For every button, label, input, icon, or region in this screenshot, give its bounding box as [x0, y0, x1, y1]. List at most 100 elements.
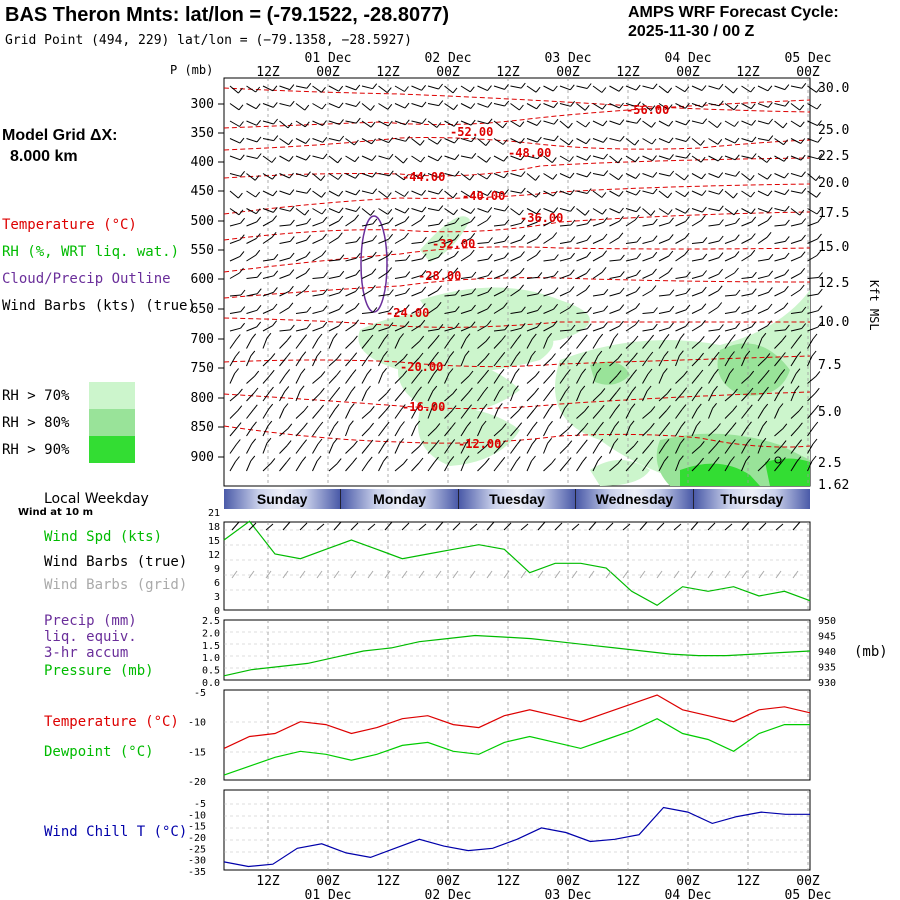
wind-barb	[411, 291, 422, 297]
wind-barb-flag	[404, 86, 409, 92]
wind-barb	[246, 208, 257, 215]
wind-barb	[328, 155, 339, 164]
wind-barb-flag	[355, 286, 360, 292]
wind-barb	[411, 258, 423, 262]
wind-barb	[295, 173, 307, 178]
wind-barb	[411, 374, 419, 384]
wind-barb	[559, 208, 571, 212]
wind-barb-grid	[452, 570, 459, 579]
wind-barb-flag	[552, 232, 558, 238]
wind-barb	[477, 446, 487, 454]
wind-barb	[460, 254, 471, 262]
wind-barb	[444, 85, 454, 94]
wind-barb	[460, 208, 472, 214]
wind-barb-flag	[501, 423, 507, 429]
wind-barb	[361, 223, 373, 227]
wind-barb-flag	[719, 219, 724, 225]
temperature-contour	[223, 87, 811, 113]
wind-barb-grid	[316, 570, 323, 579]
wind-barb-flag	[367, 351, 373, 358]
wind-ytick: 12	[208, 550, 220, 561]
wind-barb-flag	[504, 219, 510, 226]
wind-barb-flag	[618, 190, 624, 197]
wind-barb	[394, 173, 405, 181]
wind-barb	[262, 173, 273, 180]
wind-barb-flag	[483, 386, 489, 393]
wind-barb-flag	[419, 440, 425, 447]
wind-barb-flag	[237, 405, 243, 412]
wind-barb-flag	[699, 440, 705, 447]
wind-barb-flag	[452, 87, 458, 94]
legend-temperature: Temperature (°C)	[2, 217, 137, 233]
wind-barb	[543, 308, 554, 314]
wind-barb	[262, 325, 273, 332]
pressure-panel-frame	[223, 619, 811, 681]
wind-barb	[576, 289, 587, 297]
wind-barb	[526, 190, 537, 198]
wind-chill-ytick: -20	[188, 833, 206, 844]
top-time-tick: 12Z	[736, 65, 760, 80]
wind-barb	[559, 138, 570, 146]
wind-barb-true	[639, 521, 648, 531]
wind-barb-flag	[634, 156, 640, 163]
wind-barb-flag	[470, 232, 476, 239]
wind-barb	[394, 276, 406, 279]
wind-barb-flag	[619, 271, 625, 277]
wind-barb	[526, 138, 538, 143]
wind-barb	[774, 340, 783, 349]
wind-barb	[658, 426, 667, 437]
wind-barb	[658, 238, 670, 244]
wind-barb	[493, 428, 503, 437]
wind-barb-flag	[535, 86, 541, 93]
top-time-tick: 12Z	[376, 65, 400, 80]
wind-barb-flag	[732, 405, 738, 412]
wind-barb	[361, 190, 373, 195]
wind-barb-flag	[454, 137, 459, 144]
wind-barb	[312, 120, 323, 127]
wind-barb-flag	[684, 174, 689, 181]
wind-barb	[279, 85, 291, 91]
wind-barb	[675, 190, 686, 198]
wind-barb	[609, 275, 621, 279]
wind-barb	[312, 409, 320, 419]
wind-ytick: 21	[208, 508, 220, 519]
wind-barb	[345, 391, 352, 402]
wind-barb	[493, 391, 500, 402]
wind-barb-flag	[735, 289, 741, 296]
wind-barb-flag	[354, 156, 360, 163]
wind-barb	[262, 463, 272, 472]
wind-barb	[411, 155, 421, 163]
wind-barb-flag	[553, 270, 559, 277]
wind-barb-flag	[764, 386, 769, 393]
wind-barb	[642, 138, 653, 145]
wind-barb	[559, 445, 569, 454]
wind-barb-grid	[248, 570, 255, 579]
wind-barb	[378, 155, 390, 160]
bottom-time-tick: 12Z	[496, 874, 520, 889]
wind-barb-flag	[814, 387, 820, 394]
wind-barb	[411, 357, 420, 367]
precip-label: Precip (mm)	[44, 613, 137, 629]
wind-barb-flag	[388, 217, 394, 223]
wind-barb	[444, 310, 456, 314]
wind-barb-flag	[256, 216, 262, 223]
wind-barb-flag	[801, 306, 807, 313]
rh-region	[358, 312, 554, 374]
wind-barb-flag	[354, 319, 359, 326]
wind-barb	[757, 258, 769, 262]
wind-barb	[609, 173, 619, 181]
wind-barb	[262, 358, 272, 367]
pressure-ytick: 950	[818, 616, 836, 627]
wind-barb-flag	[816, 208, 822, 215]
wind-barb	[295, 289, 306, 297]
wind-barb-flag	[316, 455, 322, 462]
wind-barb-flag	[584, 209, 590, 216]
bottom-time-tick: 00Z	[796, 874, 820, 889]
wind-barb-flag	[366, 385, 371, 392]
height-tick: 2.5	[818, 456, 841, 471]
wind-barb-flag	[467, 404, 472, 411]
wind-barb-flag	[765, 458, 771, 464]
wind-barb-flag	[685, 152, 691, 159]
wind-barb	[724, 393, 734, 402]
wind-barb	[378, 409, 387, 419]
